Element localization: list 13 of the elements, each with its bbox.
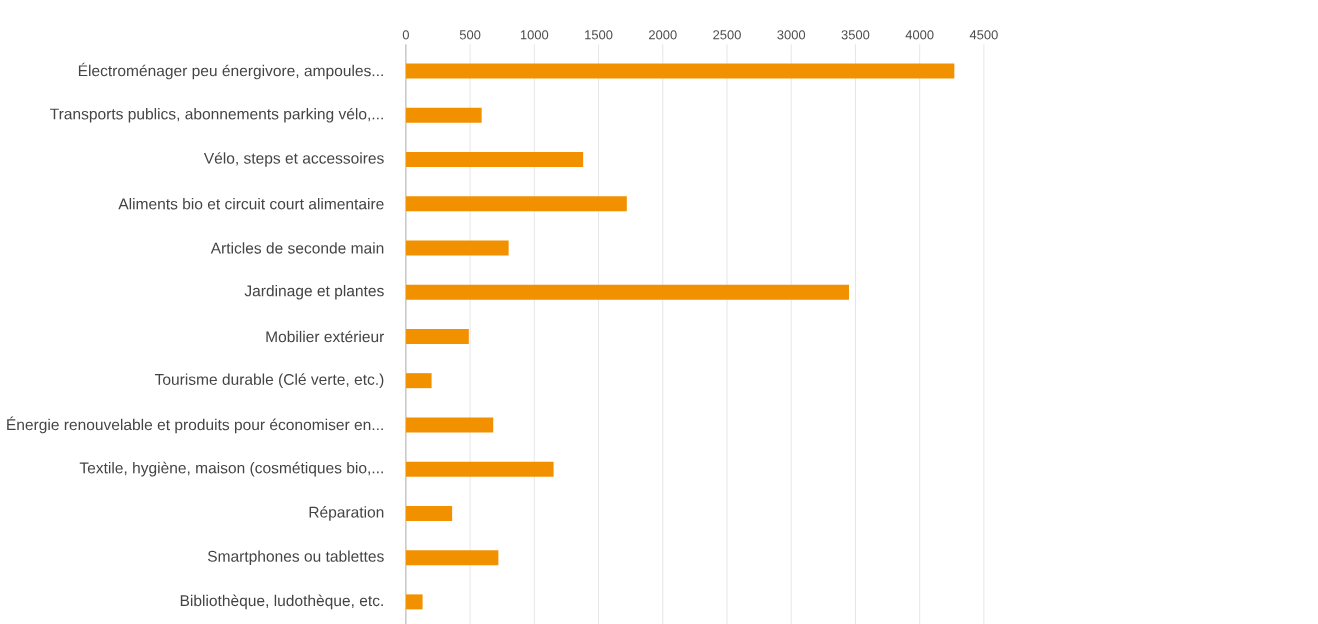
bar bbox=[405, 505, 453, 521]
bar bbox=[405, 373, 432, 389]
bar bbox=[405, 240, 509, 256]
bar bbox=[405, 461, 554, 477]
bar bbox=[405, 107, 482, 123]
bar bbox=[405, 328, 469, 344]
bar bbox=[405, 151, 584, 167]
bar bbox=[405, 63, 955, 79]
bar bbox=[405, 550, 499, 566]
bar bbox=[405, 196, 627, 212]
bar bbox=[405, 417, 494, 433]
bar bbox=[405, 594, 423, 610]
bar bbox=[405, 284, 850, 300]
